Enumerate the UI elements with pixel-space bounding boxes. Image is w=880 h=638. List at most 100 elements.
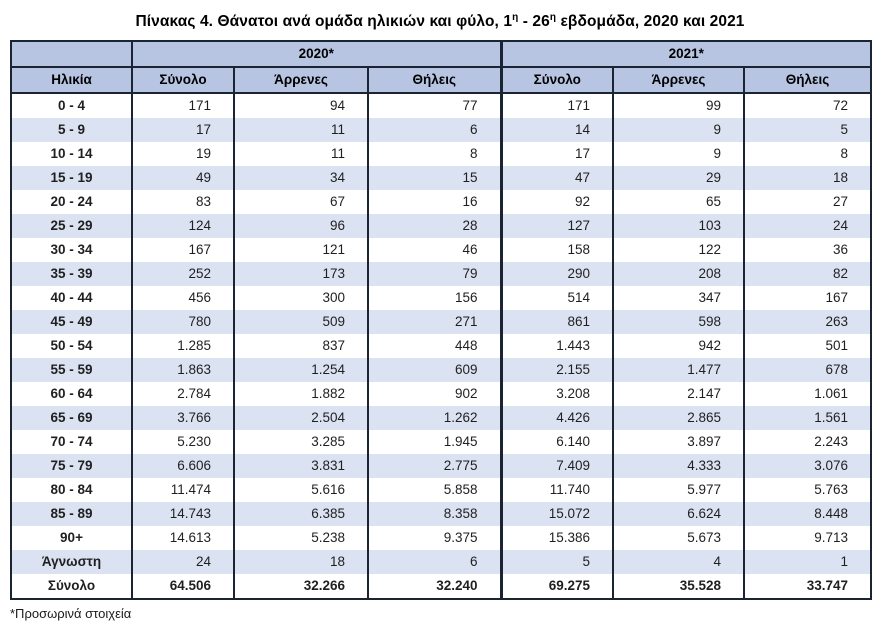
value-cell: 9 [612,142,745,166]
age-group-cell: 5 - 9 [11,118,132,142]
age-group-cell: 70 - 74 [50,434,93,449]
table-row: 60 - 64 2.784 1.882 902 3.208 2.147 1.061 [11,382,872,406]
value-cell: 1 [743,550,872,574]
value-cell: 6.385 [233,502,368,526]
value-cell: 5.616 [233,478,368,502]
deaths-by-age-table: 2020* 2021* Ηλικία Σύνολο Άρρενες Θήλεις… [10,40,873,600]
value-cell: 263 [743,310,872,334]
value-cell: 24 [743,214,872,238]
value-cell: 5 [499,550,614,574]
table-row: 10 - 14 19 11 8 17 9 8 [11,142,872,166]
value-cell: 2.775 [366,454,502,478]
age-group-cell: 40 - 44 [50,290,93,305]
column-header-males-2021: Άρρενες [612,67,745,94]
table-row: 50 - 54 1.285 837 448 1.443 942 501 [11,334,872,358]
value-cell: 509 [233,310,368,334]
age-group-cell: 25 - 29 [11,214,132,238]
value-cell: 1.561 [743,406,872,430]
column-header-females-2020: Θήλεις [366,67,502,94]
value-cell: 1.254 [233,358,368,382]
value-cell: 501 [743,334,872,358]
value-cell: 7.409 [499,454,614,478]
value-cell: 17 [499,142,614,166]
table-title: Πίνακας 4. Θάνατοι ανά ομάδα ηλικιών και… [135,11,745,30]
value-cell: 8.448 [743,502,872,526]
value-cell: 77 [366,93,502,118]
table-row: 5 - 9 17 11 6 14 9 5 [11,118,872,142]
value-cell: 5.238 [233,526,368,550]
value-cell: 598 [612,310,745,334]
value-cell: 4.426 [499,406,614,430]
value-cell: 11.740 [499,478,614,502]
value-cell: 2.504 [233,406,368,430]
value-cell: 72 [743,93,872,118]
value-cell: 49 [131,166,234,190]
age-group-cell: 15 - 19 [11,166,132,190]
age-group-cell: 65 - 69 [11,406,132,430]
value-cell: 29 [612,166,745,190]
value-cell: 156 [366,286,502,310]
footnote: *Προσωρινά στοιχεία [10,606,132,621]
column-header-age: Ηλικία [11,67,132,94]
value-cell: 24 [131,550,234,574]
column-header-total-2021: Σύνολο [499,67,614,94]
age-group-cell: Άγνωστη [11,550,132,574]
value-cell: 96 [233,214,368,238]
age-group-cell: 80 - 84 [50,482,93,497]
value-cell: 19 [131,142,234,166]
value-cell: 2.243 [743,430,872,454]
value-cell: 47 [499,166,614,190]
table-row: 90+ 14.613 5.238 9.375 15.386 5.673 9.713 [11,526,872,550]
age-group-cell: 10 - 14 [50,146,93,161]
value-cell: 36 [743,238,872,262]
value-cell: 6.140 [499,430,614,454]
value-cell: 1.477 [612,358,745,382]
value-cell: 9.375 [366,526,502,550]
value-cell: 8 [366,142,502,166]
value-cell: 46 [366,238,502,262]
value-cell: 3.897 [612,430,745,454]
value-cell: 99 [612,93,745,118]
table-row: 85 - 89 14.743 6.385 8.358 15.072 6.624 8.448 [11,502,872,526]
value-cell: 11.474 [131,478,234,502]
value-cell: 456 [131,286,234,310]
value-cell: 252 [131,262,234,286]
value-cell: 16 [366,190,502,214]
value-cell: 942 [612,334,745,358]
value-cell: 17 [131,118,234,142]
value-cell: 92 [499,190,614,214]
table-row: 35 - 39 252 173 79 290 208 82 [11,262,872,286]
value-cell: 14.613 [131,526,234,550]
value-cell: 173 [233,262,368,286]
value-cell: 1.443 [499,334,614,358]
table-row: 25 - 29 124 96 28 127 103 24 [11,214,872,238]
value-cell: 6 [366,550,502,574]
value-cell: 6.624 [612,502,745,526]
title-superscript: η [549,11,557,23]
value-cell: 167 [131,238,234,262]
table-row: 65 - 69 3.766 2.504 1.262 4.426 2.865 1.561 [11,406,872,430]
value-cell: 514 [499,286,614,310]
value-cell: 15.072 [499,502,614,526]
value-cell: 1.863 [131,358,234,382]
value-cell: 2.784 [131,382,234,406]
value-cell: 94 [233,93,368,118]
table-row: Άγνωστη 24 18 6 5 4 1 [11,550,872,574]
value-cell: 6.606 [131,454,234,478]
value-cell: 902 [366,382,502,406]
value-cell: 1.945 [366,430,502,454]
value-cell: 780 [131,310,234,334]
total-cell: 69.275 [499,574,614,599]
value-cell: 65 [612,190,745,214]
value-cell: 18 [743,166,872,190]
value-cell: 9 [612,118,745,142]
value-cell: 3.076 [743,454,872,478]
age-group-cell: 30 - 34 [50,242,93,257]
value-cell: 448 [366,334,502,358]
table-row: 70 - 74 5.230 3.285 1.945 6.140 3.897 2.243 [11,430,872,454]
table-row: 40 - 44 456 300 156 514 347 167 [11,286,872,310]
value-cell: 27 [743,190,872,214]
table-row: 55 - 59 1.863 1.254 609 2.155 1.477 678 [11,358,872,382]
column-header-females-2021: Θήλεις [743,67,872,94]
